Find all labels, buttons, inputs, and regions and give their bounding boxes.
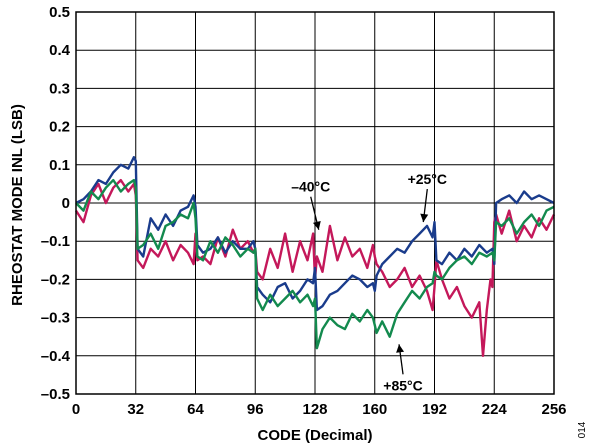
x-tick-label: 0: [72, 401, 80, 418]
y-tick-label: 0.4: [49, 42, 71, 59]
y-tick-labels: 0.5 0.4 0.3 0.2 0.1 0 –0.1 –0.2 –0.3 –0.4 –0.5: [41, 4, 71, 403]
x-tick-labels: 0 32 64 96 128 160 192 224 256: [72, 401, 567, 418]
y-axis-title: RHEOSTAT MODE INL (LSB): [9, 104, 26, 306]
x-axis-title: CODE (Decimal): [257, 427, 372, 444]
x-tick-label: 128: [302, 401, 327, 418]
plot-frame: [75, 11, 555, 395]
x-tick-label: 224: [482, 401, 508, 418]
series-line-25c: [75, 155, 555, 312]
x-tick-label: 32: [127, 401, 144, 418]
y-tick-label: 0.3: [49, 80, 70, 97]
x-tick-label: 160: [362, 401, 387, 418]
y-tick-label: 0.2: [49, 119, 70, 136]
annotation-arrowhead: [312, 221, 321, 230]
series-lines: [74, 155, 556, 357]
x-tick-label: 64: [187, 401, 204, 418]
y-tick-label: –0.1: [41, 233, 70, 250]
y-tick-label: –0.5: [41, 386, 70, 403]
annotation-label: +25°C: [408, 171, 447, 187]
annotations: –40°C +25°C +85°C: [291, 171, 447, 393]
x-tick-label: 192: [422, 401, 447, 418]
y-tick-label: –0.4: [41, 348, 71, 365]
annotation-label: +85°C: [383, 377, 422, 393]
y-tick-label: –0.3: [41, 310, 70, 327]
x-tick-label: 256: [541, 401, 566, 418]
annotation-label: –40°C: [291, 179, 330, 195]
figure-id: 014: [577, 421, 588, 438]
y-tick-label: –0.2: [41, 271, 70, 288]
y-tick-label: 0: [62, 195, 70, 212]
series-line-85c: [75, 178, 555, 350]
x-tick-label: 96: [247, 401, 264, 418]
annotation-arrowhead: [420, 213, 429, 223]
y-tick-label: 0.5: [49, 4, 70, 21]
annotation-arrowhead: [396, 344, 405, 353]
y-tick-label: 0.1: [49, 157, 70, 174]
series-line-40c: [74, 178, 556, 357]
